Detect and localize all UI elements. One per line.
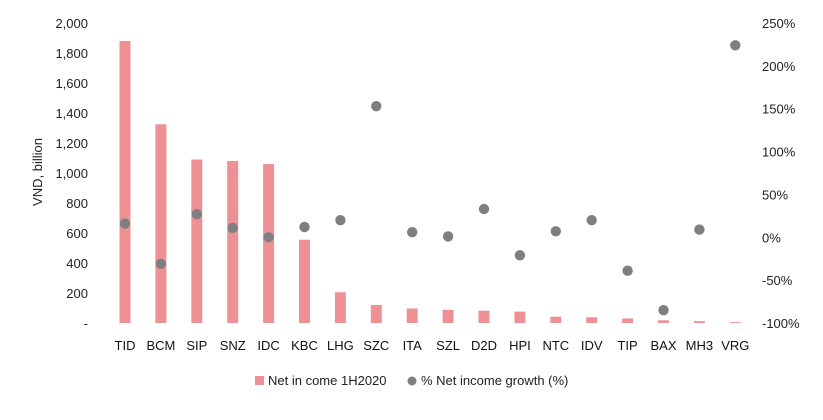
category-label: ITA	[403, 338, 423, 353]
y2-tick-label: 0%	[762, 230, 781, 245]
point-szc	[371, 101, 381, 111]
category-label: TID	[115, 338, 136, 353]
y-tick-label: 200	[66, 286, 88, 301]
point-tid	[120, 218, 130, 228]
y-tick-label: -	[84, 316, 88, 331]
bar-vrg	[730, 322, 741, 323]
legend-label-growth: % Net income growth (%)	[421, 373, 568, 388]
point-idv	[587, 215, 597, 225]
category-label: HPI	[509, 338, 531, 353]
category-label: MH3	[686, 338, 713, 353]
point-ntc	[551, 226, 561, 236]
category-label: SIP	[186, 338, 207, 353]
point-vrg	[730, 40, 740, 50]
point-hpi	[515, 250, 525, 260]
point-lhg	[335, 215, 345, 225]
y-tick-label: 1,000	[55, 166, 88, 181]
y-axis-title: VND, billion	[30, 138, 45, 206]
y-tick-label: 1,200	[55, 136, 88, 151]
legend-swatch-net-income	[255, 376, 264, 385]
y-tick-label: 400	[66, 256, 88, 271]
point-mh3	[694, 224, 704, 234]
point-szl	[443, 231, 453, 241]
y-tick-label: 2,000	[55, 16, 88, 31]
bar-tid	[120, 41, 131, 323]
category-label: VRG	[721, 338, 749, 353]
y2-tick-label: 150%	[762, 102, 796, 117]
category-label: TIP	[617, 338, 637, 353]
y2-tick-label: 250%	[762, 16, 796, 31]
chart: - 200 400 600 800 1,000 1,200 1,400 1,600 1,800 2,…	[0, 0, 823, 420]
bar-mh3	[694, 321, 705, 323]
category-label: SNZ	[220, 338, 246, 353]
bar-snz	[227, 161, 238, 323]
y-tick-label: 600	[66, 226, 88, 241]
point-idc	[263, 232, 273, 242]
category-label: D2D	[471, 338, 497, 353]
bar-idv	[586, 317, 597, 323]
bar-szl	[443, 310, 454, 323]
bar-tip	[622, 319, 633, 324]
point-snz	[228, 223, 238, 233]
bar-idc	[263, 164, 274, 323]
category-label: SZL	[436, 338, 460, 353]
y-tick-label: 1,600	[55, 76, 88, 91]
category-label: LHG	[327, 338, 354, 353]
bar-sip	[191, 160, 202, 324]
point-sip	[192, 209, 202, 219]
category-axis: TID BCM SIP SNZ IDC KBC LHG SZC ITA SZL D2D HPI NTC I…	[115, 338, 750, 353]
y2-tick-label: 100%	[762, 145, 796, 160]
point-bcm	[156, 259, 166, 269]
bar-series	[120, 41, 741, 323]
category-label: KBC	[291, 338, 318, 353]
point-ita	[407, 227, 417, 237]
scatter-series	[120, 40, 741, 315]
y2-tick-label: -100%	[762, 316, 800, 331]
y2-tick-label: -50%	[762, 273, 793, 288]
y-tick-label: 800	[66, 196, 88, 211]
right-axis: -100% -50% 0% 50% 100% 150% 200% 250%	[762, 16, 800, 331]
legend: Net in come 1H2020 % Net income growth (…	[255, 373, 568, 388]
bar-kbc	[299, 240, 310, 323]
left-axis: - 200 400 600 800 1,000 1,200 1,400 1,600 1,800 2,…	[55, 16, 88, 331]
category-label: BCM	[146, 338, 175, 353]
category-label: NTC	[542, 338, 569, 353]
point-tip	[622, 266, 632, 276]
category-label: BAX	[650, 338, 676, 353]
y-tick-label: 1,800	[55, 46, 88, 61]
category-label: IDV	[581, 338, 603, 353]
bar-d2d	[479, 311, 490, 323]
y2-tick-label: 50%	[762, 187, 788, 202]
category-label: IDC	[257, 338, 279, 353]
y2-tick-label: 200%	[762, 59, 796, 74]
bar-hpi	[514, 312, 525, 323]
category-label: SZC	[363, 338, 389, 353]
point-kbc	[299, 222, 309, 232]
bar-ita	[407, 308, 418, 323]
point-bax	[658, 305, 668, 315]
point-d2d	[479, 204, 489, 214]
bar-szc	[371, 305, 382, 323]
bar-lhg	[335, 292, 346, 323]
legend-label-net-income: Net in come 1H2020	[268, 373, 387, 388]
legend-marker-growth	[408, 377, 417, 386]
bar-ntc	[550, 317, 561, 323]
y-tick-label: 1,400	[55, 106, 88, 121]
bar-bax	[658, 320, 669, 323]
bar-bcm	[155, 124, 166, 323]
